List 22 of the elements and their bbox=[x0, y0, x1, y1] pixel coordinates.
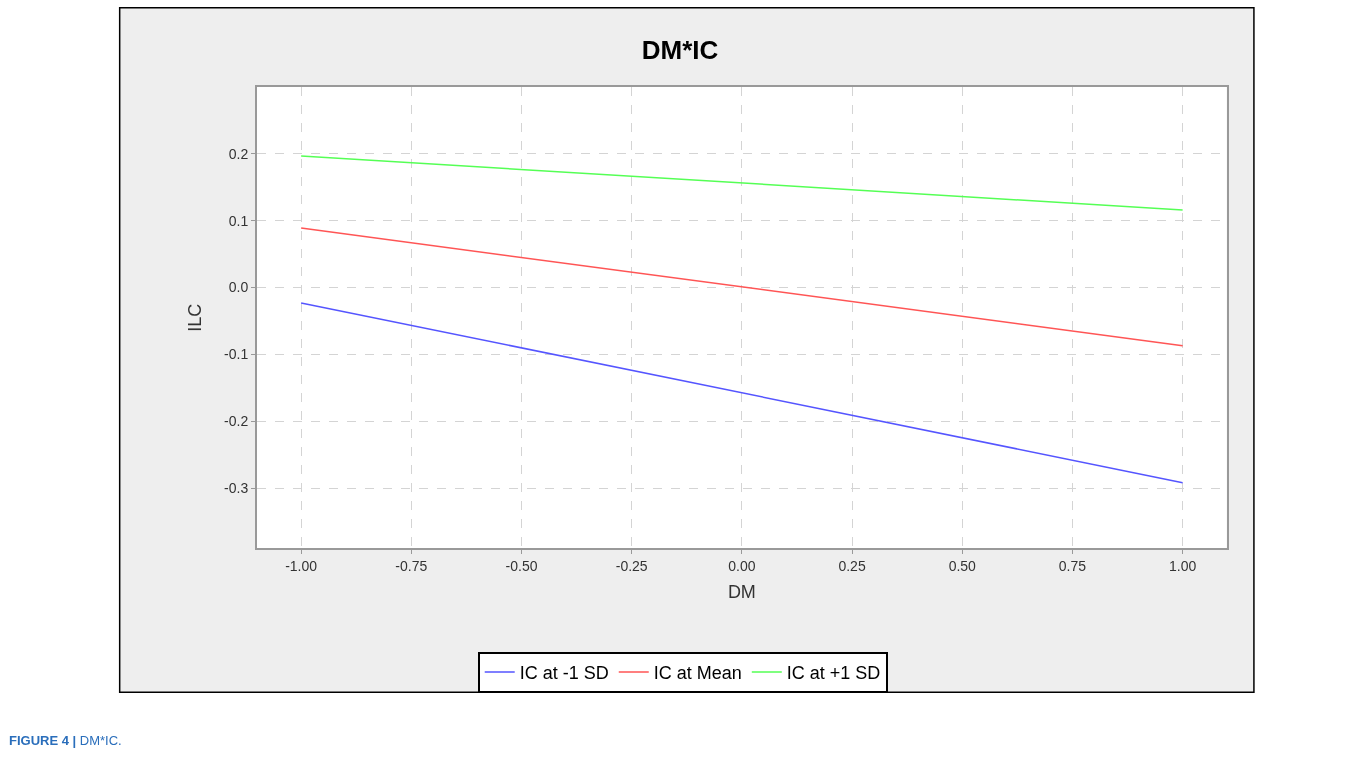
y-tick-label: -0.2 bbox=[224, 413, 249, 430]
y-tick-label: -0.3 bbox=[224, 479, 249, 496]
x-tick-label: 0.75 bbox=[1058, 557, 1087, 574]
legend-label: IC at -1 SD bbox=[519, 663, 609, 684]
x-tick-label: 0.25 bbox=[838, 557, 866, 574]
x-tick-label: 0.50 bbox=[948, 557, 977, 574]
y-tick-label: 0.1 bbox=[228, 212, 249, 229]
x-tick-label: 1.00 bbox=[1169, 557, 1197, 574]
legend-label: IC at Mean bbox=[653, 663, 742, 684]
legend-label: IC at +1 SD bbox=[786, 663, 881, 684]
y-tick-label: 0.2 bbox=[228, 145, 249, 162]
y-tick-label: 0.0 bbox=[228, 279, 249, 296]
y-axis-title: ILC bbox=[184, 303, 205, 332]
x-tick-label: 0.00 bbox=[728, 557, 756, 574]
x-tick-label: -0.25 bbox=[615, 557, 648, 574]
chart-title: DM*IC bbox=[641, 35, 719, 66]
y-tick-label: -0.1 bbox=[224, 346, 249, 363]
x-tick-label: -0.75 bbox=[395, 557, 428, 574]
x-tick-label: -0.50 bbox=[505, 557, 538, 574]
x-tick-label: -1.00 bbox=[285, 557, 318, 574]
caption: FIGURE 4 | DM*IC. bbox=[9, 733, 122, 748]
x-axis-title: DM bbox=[727, 581, 756, 602]
